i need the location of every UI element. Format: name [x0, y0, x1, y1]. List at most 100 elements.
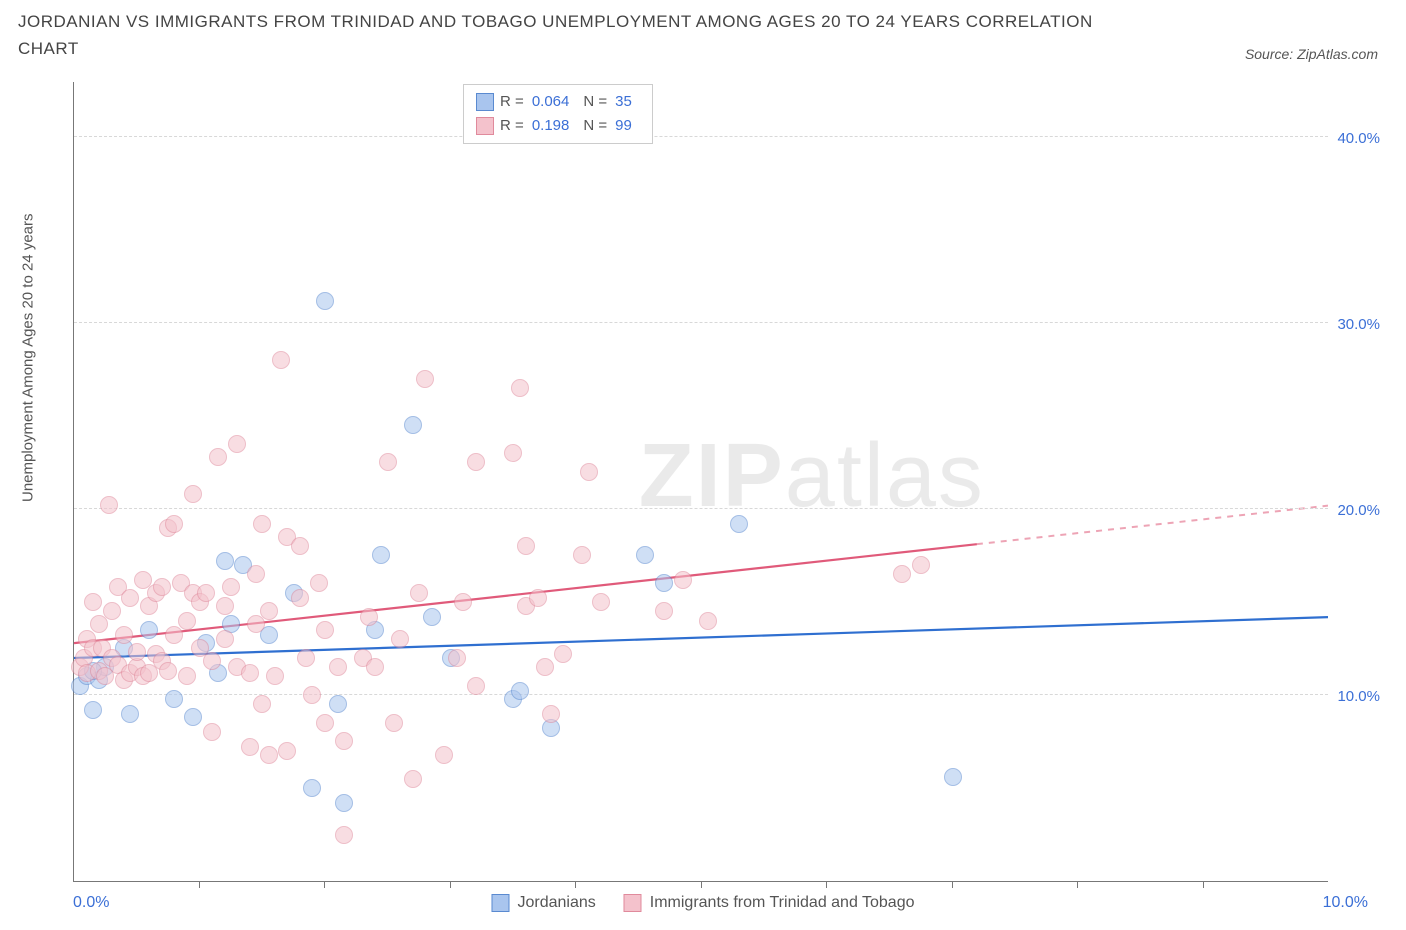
stat-r-value: 0.198: [530, 114, 578, 138]
legend-swatch: [476, 117, 494, 135]
data-point: [893, 565, 911, 583]
watermark-bold: ZIP: [639, 426, 785, 526]
data-point: [385, 714, 403, 732]
data-point: [366, 658, 384, 676]
data-point: [335, 732, 353, 750]
legend-item: Jordanians: [491, 894, 595, 912]
data-point: [140, 621, 158, 639]
data-point: [416, 370, 434, 388]
series-legend: Jordanians Immigrants from Trinidad and T…: [491, 894, 914, 912]
legend-swatch: [491, 894, 509, 912]
stats-legend-row: R =0.064N =35: [476, 90, 640, 114]
x-tick-max: 10.0%: [1323, 894, 1368, 912]
data-point: [103, 602, 121, 620]
trend-line-extrapolated: [977, 506, 1328, 545]
data-point: [573, 546, 591, 564]
data-point: [404, 770, 422, 788]
data-point: [165, 626, 183, 644]
data-point: [184, 485, 202, 503]
data-point: [316, 292, 334, 310]
data-point: [253, 515, 271, 533]
data-point: [636, 546, 654, 564]
source-credit: Source: ZipAtlas.com: [1245, 46, 1388, 62]
data-point: [272, 351, 290, 369]
data-point: [592, 593, 610, 611]
data-point: [203, 723, 221, 741]
data-point: [216, 552, 234, 570]
data-point: [228, 435, 246, 453]
data-point: [655, 574, 673, 592]
data-point: [423, 608, 441, 626]
data-point: [241, 738, 259, 756]
y-tick-label: 10.0%: [1337, 688, 1380, 705]
data-point: [316, 714, 334, 732]
legend-label: Immigrants from Trinidad and Tobago: [650, 894, 915, 912]
data-point: [216, 630, 234, 648]
data-point: [303, 779, 321, 797]
data-point: [329, 695, 347, 713]
x-tick-min: 0.0%: [73, 894, 109, 912]
data-point: [511, 682, 529, 700]
data-point: [730, 515, 748, 533]
data-point: [391, 630, 409, 648]
stat-n-label: N =: [583, 114, 607, 138]
x-tick: [952, 882, 953, 888]
stats-legend-row: R =0.198N =99: [476, 114, 640, 138]
data-point: [542, 705, 560, 723]
data-point: [165, 690, 183, 708]
chart-container: Unemployment Among Ages 20 to 24 years Z…: [18, 82, 1388, 922]
stats-legend: R =0.064N =35R =0.198N =99: [463, 84, 653, 144]
data-point: [410, 584, 428, 602]
x-tick: [450, 882, 451, 888]
data-point: [699, 612, 717, 630]
data-point: [536, 658, 554, 676]
data-point: [197, 584, 215, 602]
data-point: [448, 649, 466, 667]
data-point: [435, 746, 453, 764]
gridline: [74, 136, 1328, 137]
data-point: [554, 645, 572, 663]
data-point: [247, 565, 265, 583]
data-point: [297, 649, 315, 667]
plot-area: ZIPatlas R =0.064N =35R =0.198N =99: [73, 82, 1328, 882]
gridline: [74, 508, 1328, 509]
stat-r-label: R =: [500, 114, 524, 138]
stat-n-value: 99: [613, 114, 640, 138]
stat-n-label: N =: [583, 90, 607, 114]
data-point: [266, 667, 284, 685]
data-point: [674, 571, 692, 589]
x-tick: [1203, 882, 1204, 888]
data-point: [222, 578, 240, 596]
watermark-light: atlas: [785, 426, 985, 526]
data-point: [253, 695, 271, 713]
data-point: [100, 496, 118, 514]
data-point: [241, 664, 259, 682]
data-point: [372, 546, 390, 564]
data-point: [467, 453, 485, 471]
data-point: [329, 658, 347, 676]
data-point: [291, 589, 309, 607]
data-point: [310, 574, 328, 592]
x-tick: [1077, 882, 1078, 888]
data-point: [260, 602, 278, 620]
x-tick: [826, 882, 827, 888]
data-point: [303, 686, 321, 704]
data-point: [655, 602, 673, 620]
data-point: [360, 608, 378, 626]
data-point: [121, 705, 139, 723]
legend-label: Jordanians: [517, 894, 595, 912]
data-point: [335, 794, 353, 812]
data-point: [529, 589, 547, 607]
data-point: [128, 643, 146, 661]
data-point: [404, 416, 422, 434]
data-point: [517, 537, 535, 555]
data-point: [912, 556, 930, 574]
stat-r-label: R =: [500, 90, 524, 114]
data-point: [84, 593, 102, 611]
data-point: [209, 448, 227, 466]
data-point: [84, 701, 102, 719]
data-point: [944, 768, 962, 786]
y-tick-label: 20.0%: [1337, 502, 1380, 519]
data-point: [178, 612, 196, 630]
data-point: [178, 667, 196, 685]
